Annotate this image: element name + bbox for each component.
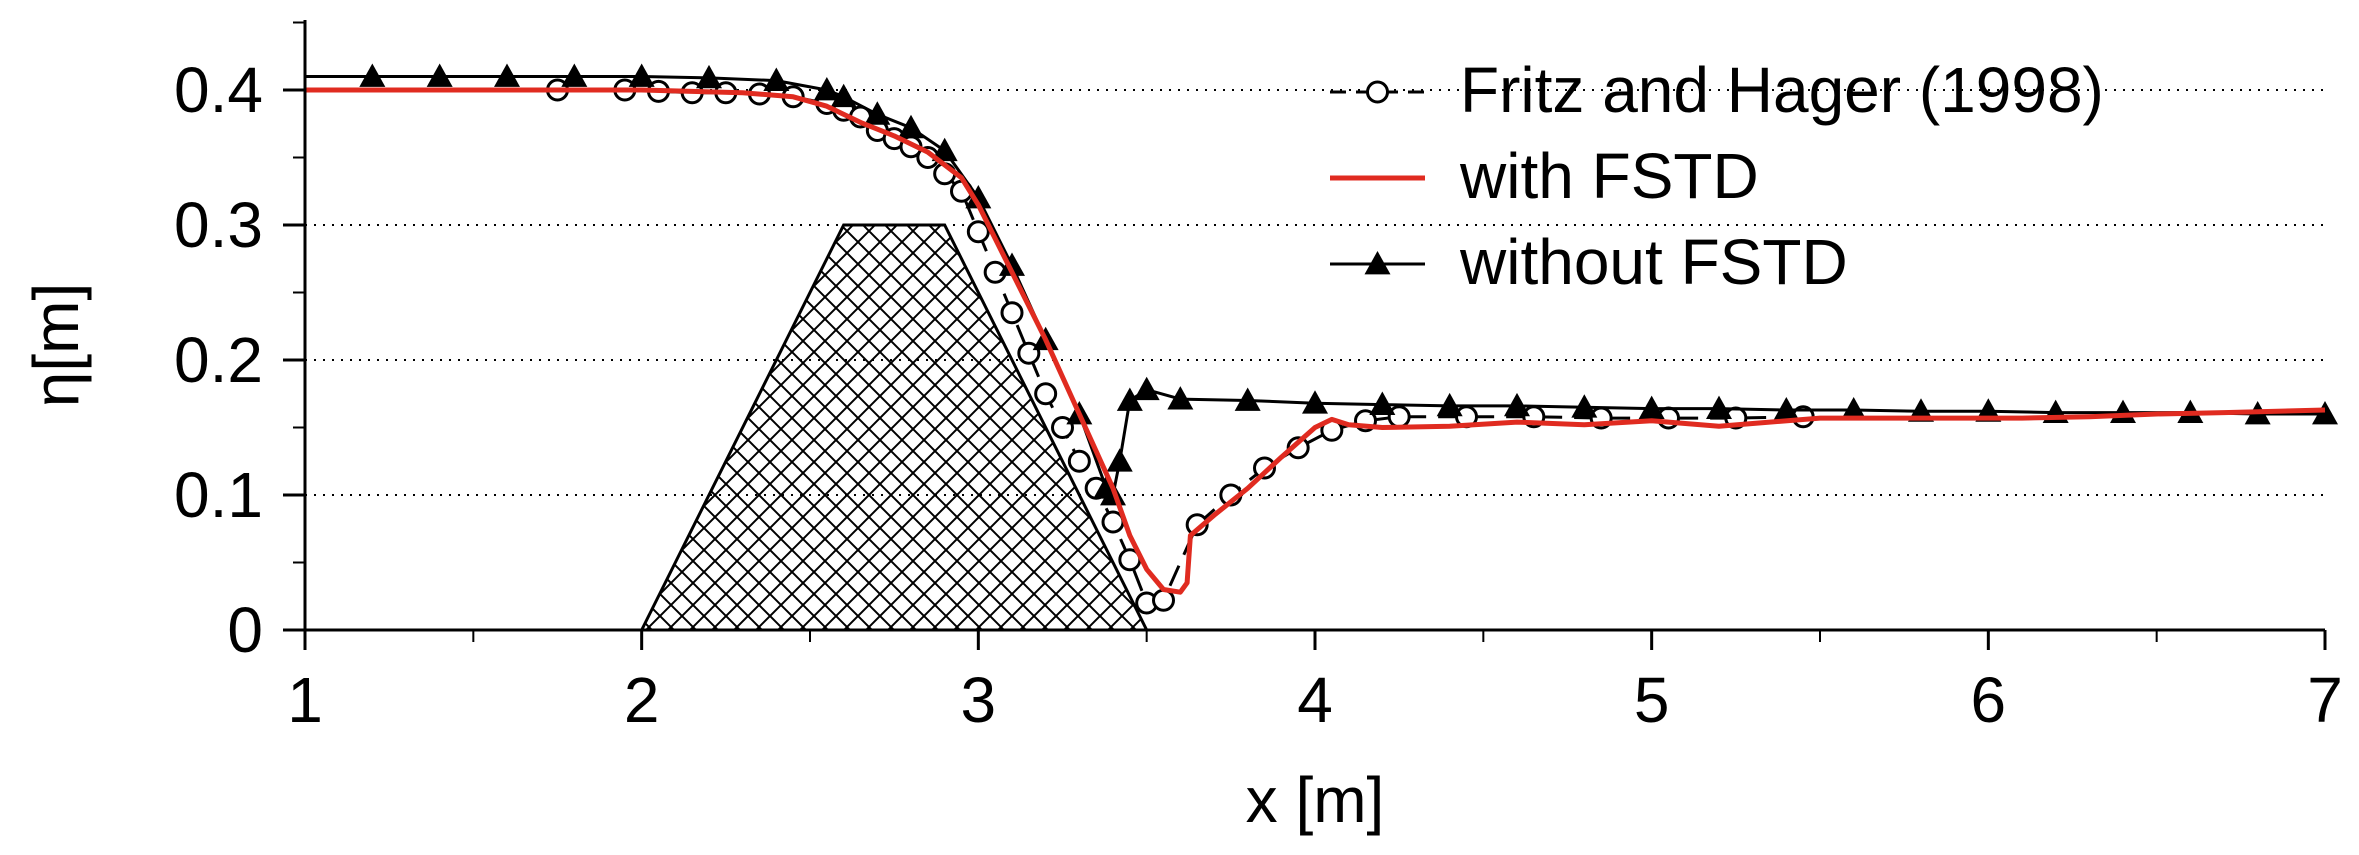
legend-label-0: Fritz and Hager (1998) (1460, 54, 2104, 126)
series-2-point-28 (1571, 394, 1598, 418)
series-2-point-29 (1638, 395, 1665, 419)
series-2-point-1 (359, 63, 386, 87)
y-tick-label-2: 0.2 (174, 324, 263, 396)
x-axis-title: x [m] (1246, 764, 1385, 836)
series-2-point-2 (426, 63, 453, 87)
legend-label-2: without FSTD (1459, 226, 1848, 298)
series-0-point-28 (1185, 513, 1209, 537)
legend-item-0: Fritz and Hager (1998) (1330, 54, 2104, 126)
series-0-point-22 (1067, 449, 1091, 473)
series-2-point-3 (494, 63, 520, 87)
series-0-point-30 (1253, 456, 1276, 480)
series-0-point-18 (1000, 301, 1024, 325)
series-2-point-13 (965, 185, 992, 209)
series-2-point-12 (931, 137, 958, 162)
series-2-point-14 (999, 252, 1025, 276)
series-2-point-11 (898, 114, 924, 139)
series-2-point-8 (813, 77, 840, 101)
series-2-point-39 (2312, 401, 2338, 425)
series-0-point-31 (1286, 436, 1310, 460)
series-2-point-30 (1706, 395, 1732, 419)
axes (283, 20, 2327, 650)
series-0-point-16 (966, 220, 990, 244)
x-tick-label-1: 2 (624, 664, 660, 736)
series-2-point-19 (1106, 448, 1133, 472)
series-2-point-25 (1369, 391, 1396, 415)
series-2-point-5 (628, 63, 655, 87)
series-2 (305, 63, 2338, 506)
series-0-point-27 (1152, 588, 1175, 612)
legend-marker-0 (1366, 80, 1389, 104)
series-2-point-27 (1504, 392, 1530, 417)
series-2-point-7 (763, 67, 790, 91)
y-tick-label-3: 0.3 (174, 189, 263, 261)
legend-label-1: with FSTD (1459, 140, 1759, 212)
x-tick-label-5: 6 (1971, 664, 2007, 736)
x-tick-label-2: 3 (961, 664, 997, 736)
series-2-point-24 (1302, 390, 1328, 414)
x-tick-label-3: 4 (1297, 664, 1333, 736)
y-tick-label-1: 0.1 (174, 459, 263, 531)
legend-item-1: with FSTD (1330, 140, 1759, 212)
x-tick-label-0: 1 (287, 664, 323, 736)
series-line-1 (305, 87, 2326, 595)
x-tick-label-6: 7 (2307, 664, 2343, 736)
series-2-point-20 (1116, 387, 1143, 411)
series-2-point-23 (1234, 387, 1261, 411)
grid-lines (305, 89, 2325, 496)
y-tick-label-0: 0 (227, 594, 263, 666)
series-layer (305, 63, 2338, 615)
series-2-point-21 (1133, 376, 1160, 401)
series-2-point-6 (696, 64, 722, 89)
series-line-2 (305, 75, 2325, 497)
tick-labels: 0 0.1 0.2 0.3 0.4 1 2 3 4 5 6 7 (174, 54, 2343, 736)
series-2-point-10 (864, 101, 891, 125)
legend-item-2: without FSTD (1330, 226, 1848, 298)
y-tick-label-4: 0.4 (174, 54, 263, 126)
y-axis-title: η[m] (20, 283, 92, 407)
series-2-point-22 (1167, 386, 1194, 410)
series-2-point-32 (1840, 396, 1867, 421)
legend: Fritz and Hager (1998) with FSTD without F… (1330, 54, 2104, 298)
series-0-point-20 (1034, 382, 1058, 406)
series-2-point-31 (1773, 396, 1800, 421)
legend-marker-2 (1364, 251, 1391, 275)
series-1 (305, 87, 2326, 595)
x-tick-label-4: 5 (1634, 664, 1670, 736)
series-2-point-4 (561, 63, 588, 87)
series-2-point-26 (1436, 392, 1463, 417)
series-2-point-9 (830, 83, 857, 108)
